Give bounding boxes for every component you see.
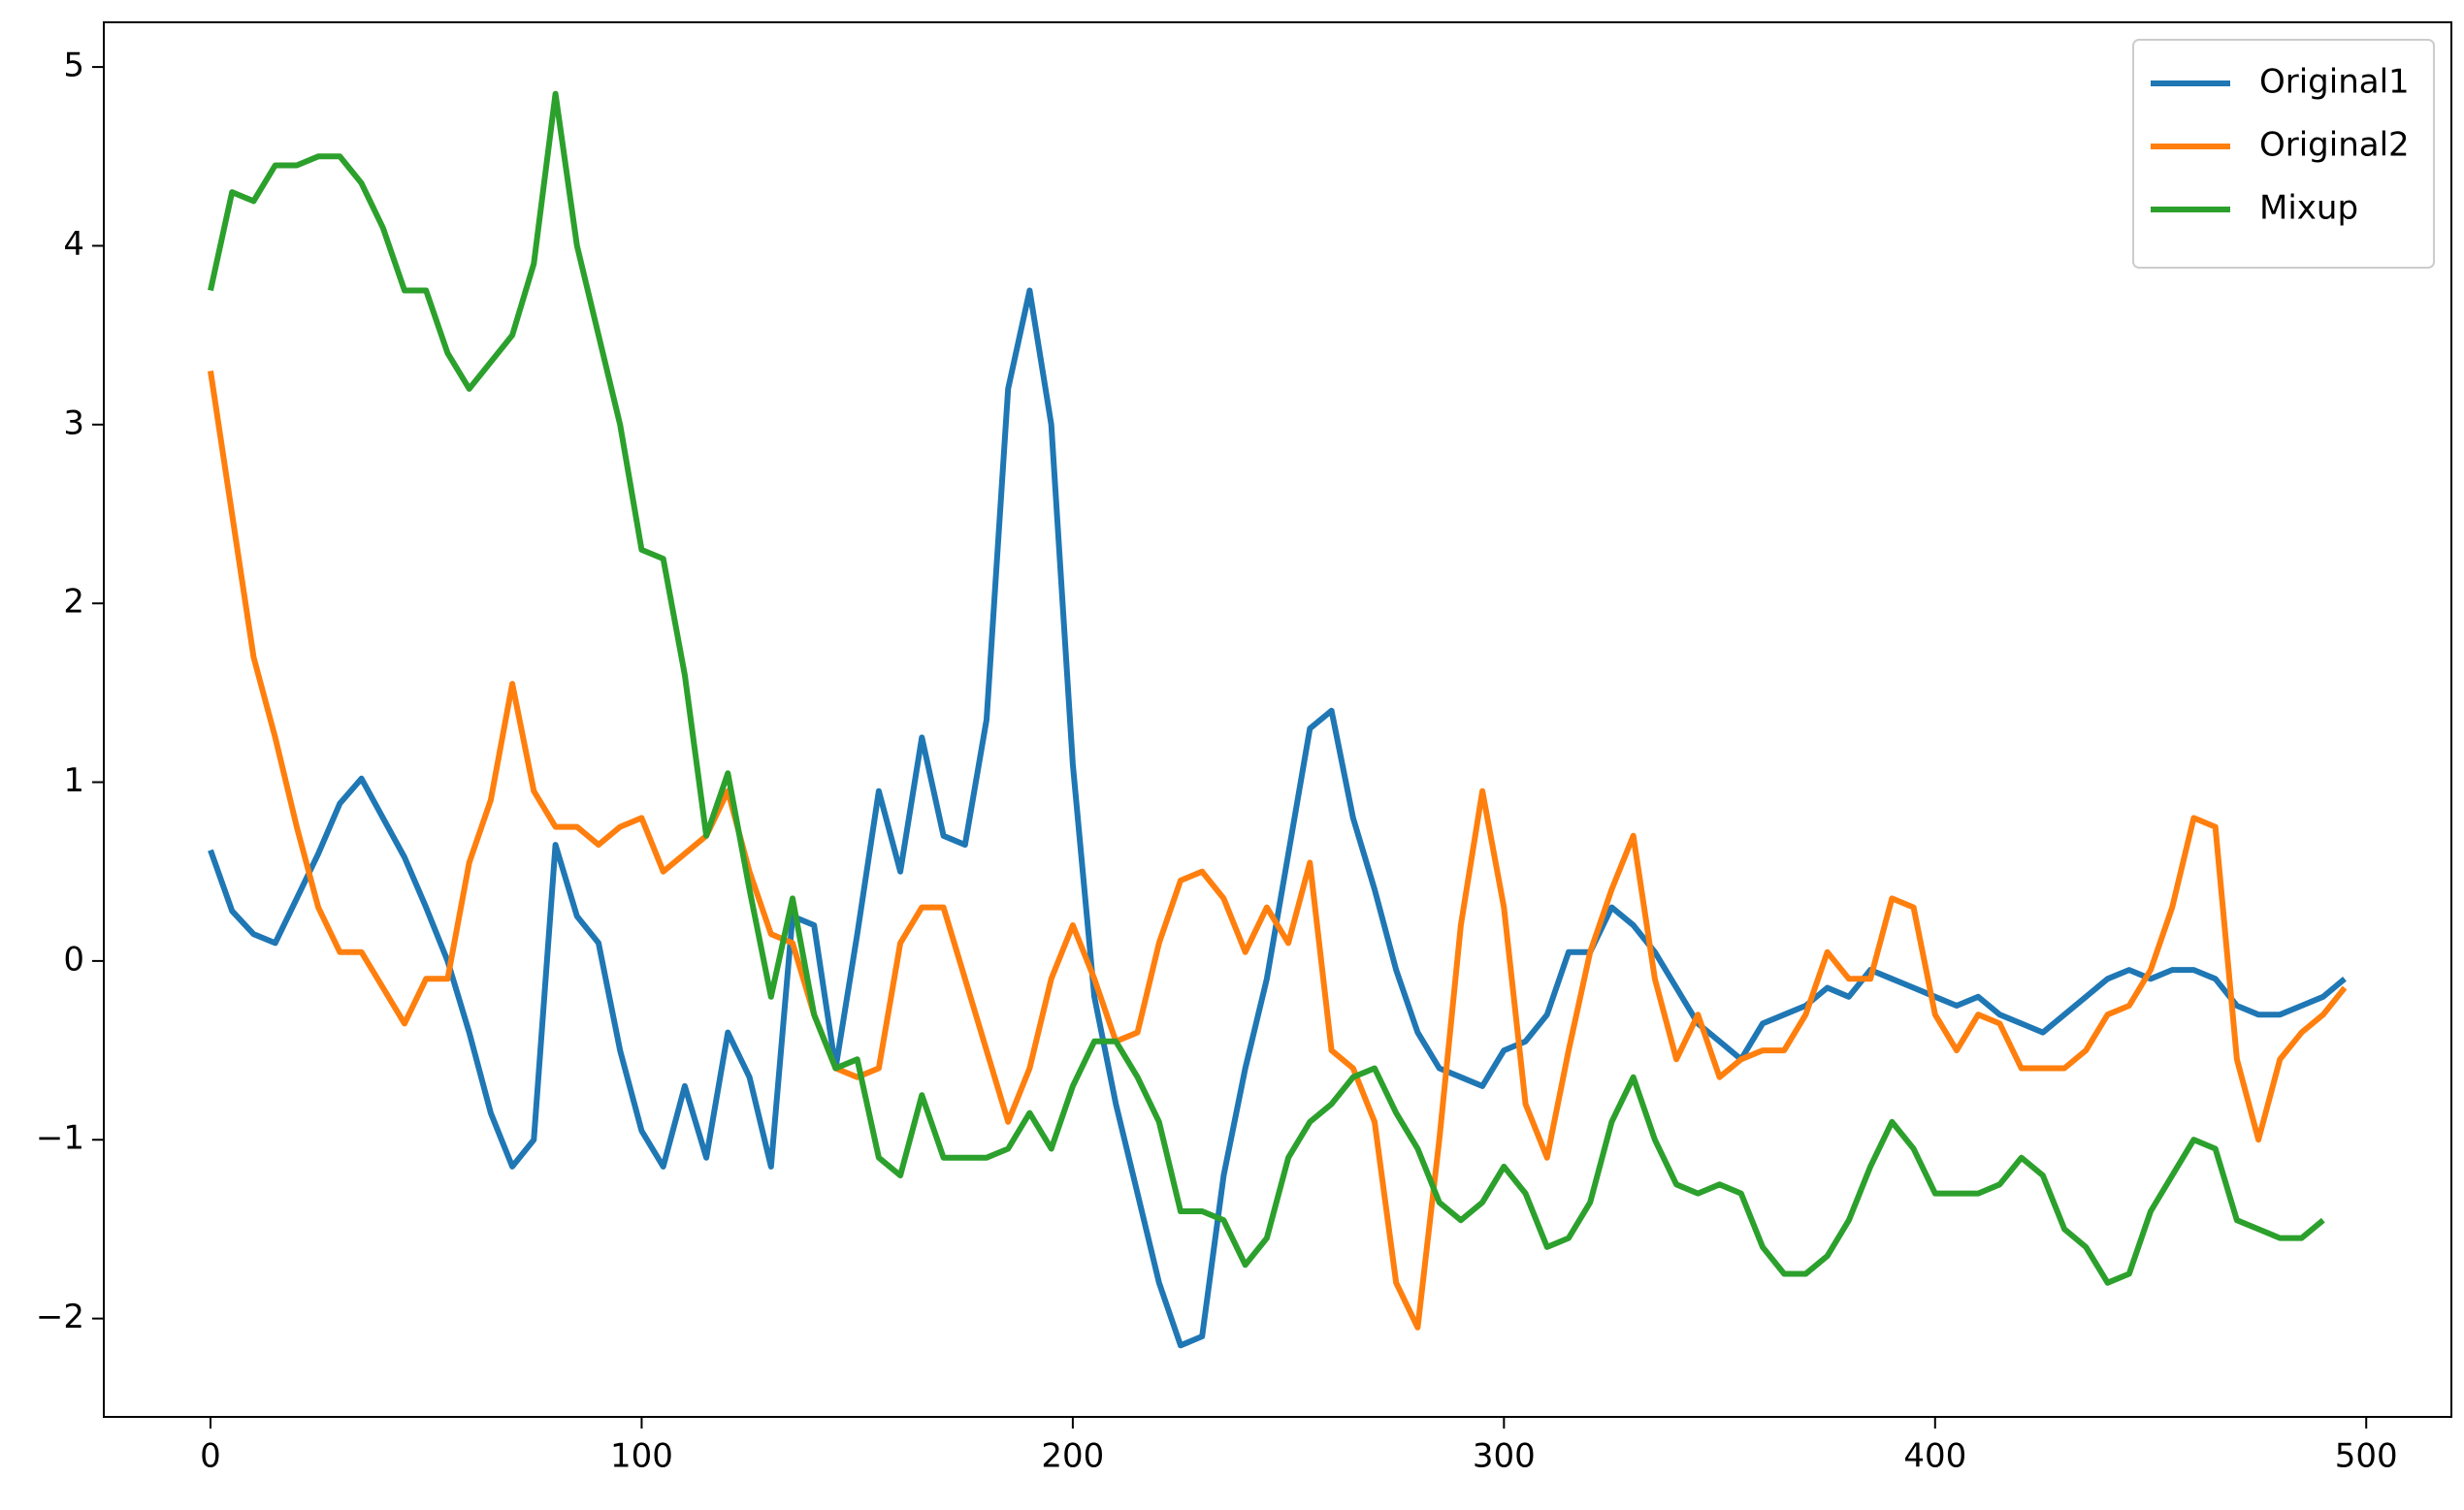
y-tick-label: 0 bbox=[63, 940, 84, 979]
x-tick-label: 200 bbox=[1041, 1437, 1104, 1476]
y-tick-label: 2 bbox=[63, 583, 84, 622]
y-tick-label: 1 bbox=[63, 761, 84, 800]
y-tick-label: −2 bbox=[36, 1298, 84, 1336]
series-line bbox=[208, 90, 2325, 1286]
x-tick-label: 300 bbox=[1473, 1437, 1536, 1476]
x-tick-label: 400 bbox=[1903, 1437, 1966, 1476]
x-tick-label: 100 bbox=[610, 1437, 673, 1476]
plot-frame bbox=[103, 21, 2452, 1418]
legend-label: Original1 bbox=[2259, 63, 2410, 102]
series-line bbox=[208, 287, 2347, 1349]
x-tick-label: 500 bbox=[2335, 1437, 2398, 1476]
y-tick-label: 5 bbox=[63, 47, 84, 85]
x-tick-label: 0 bbox=[200, 1437, 221, 1476]
legend-label: Original2 bbox=[2259, 126, 2410, 165]
y-tick-label: −1 bbox=[36, 1119, 84, 1158]
legend-label: Mixup bbox=[2259, 189, 2358, 228]
series-line bbox=[208, 370, 2348, 1331]
y-tick-label: 4 bbox=[63, 225, 84, 264]
y-tick-label: 3 bbox=[63, 403, 84, 442]
